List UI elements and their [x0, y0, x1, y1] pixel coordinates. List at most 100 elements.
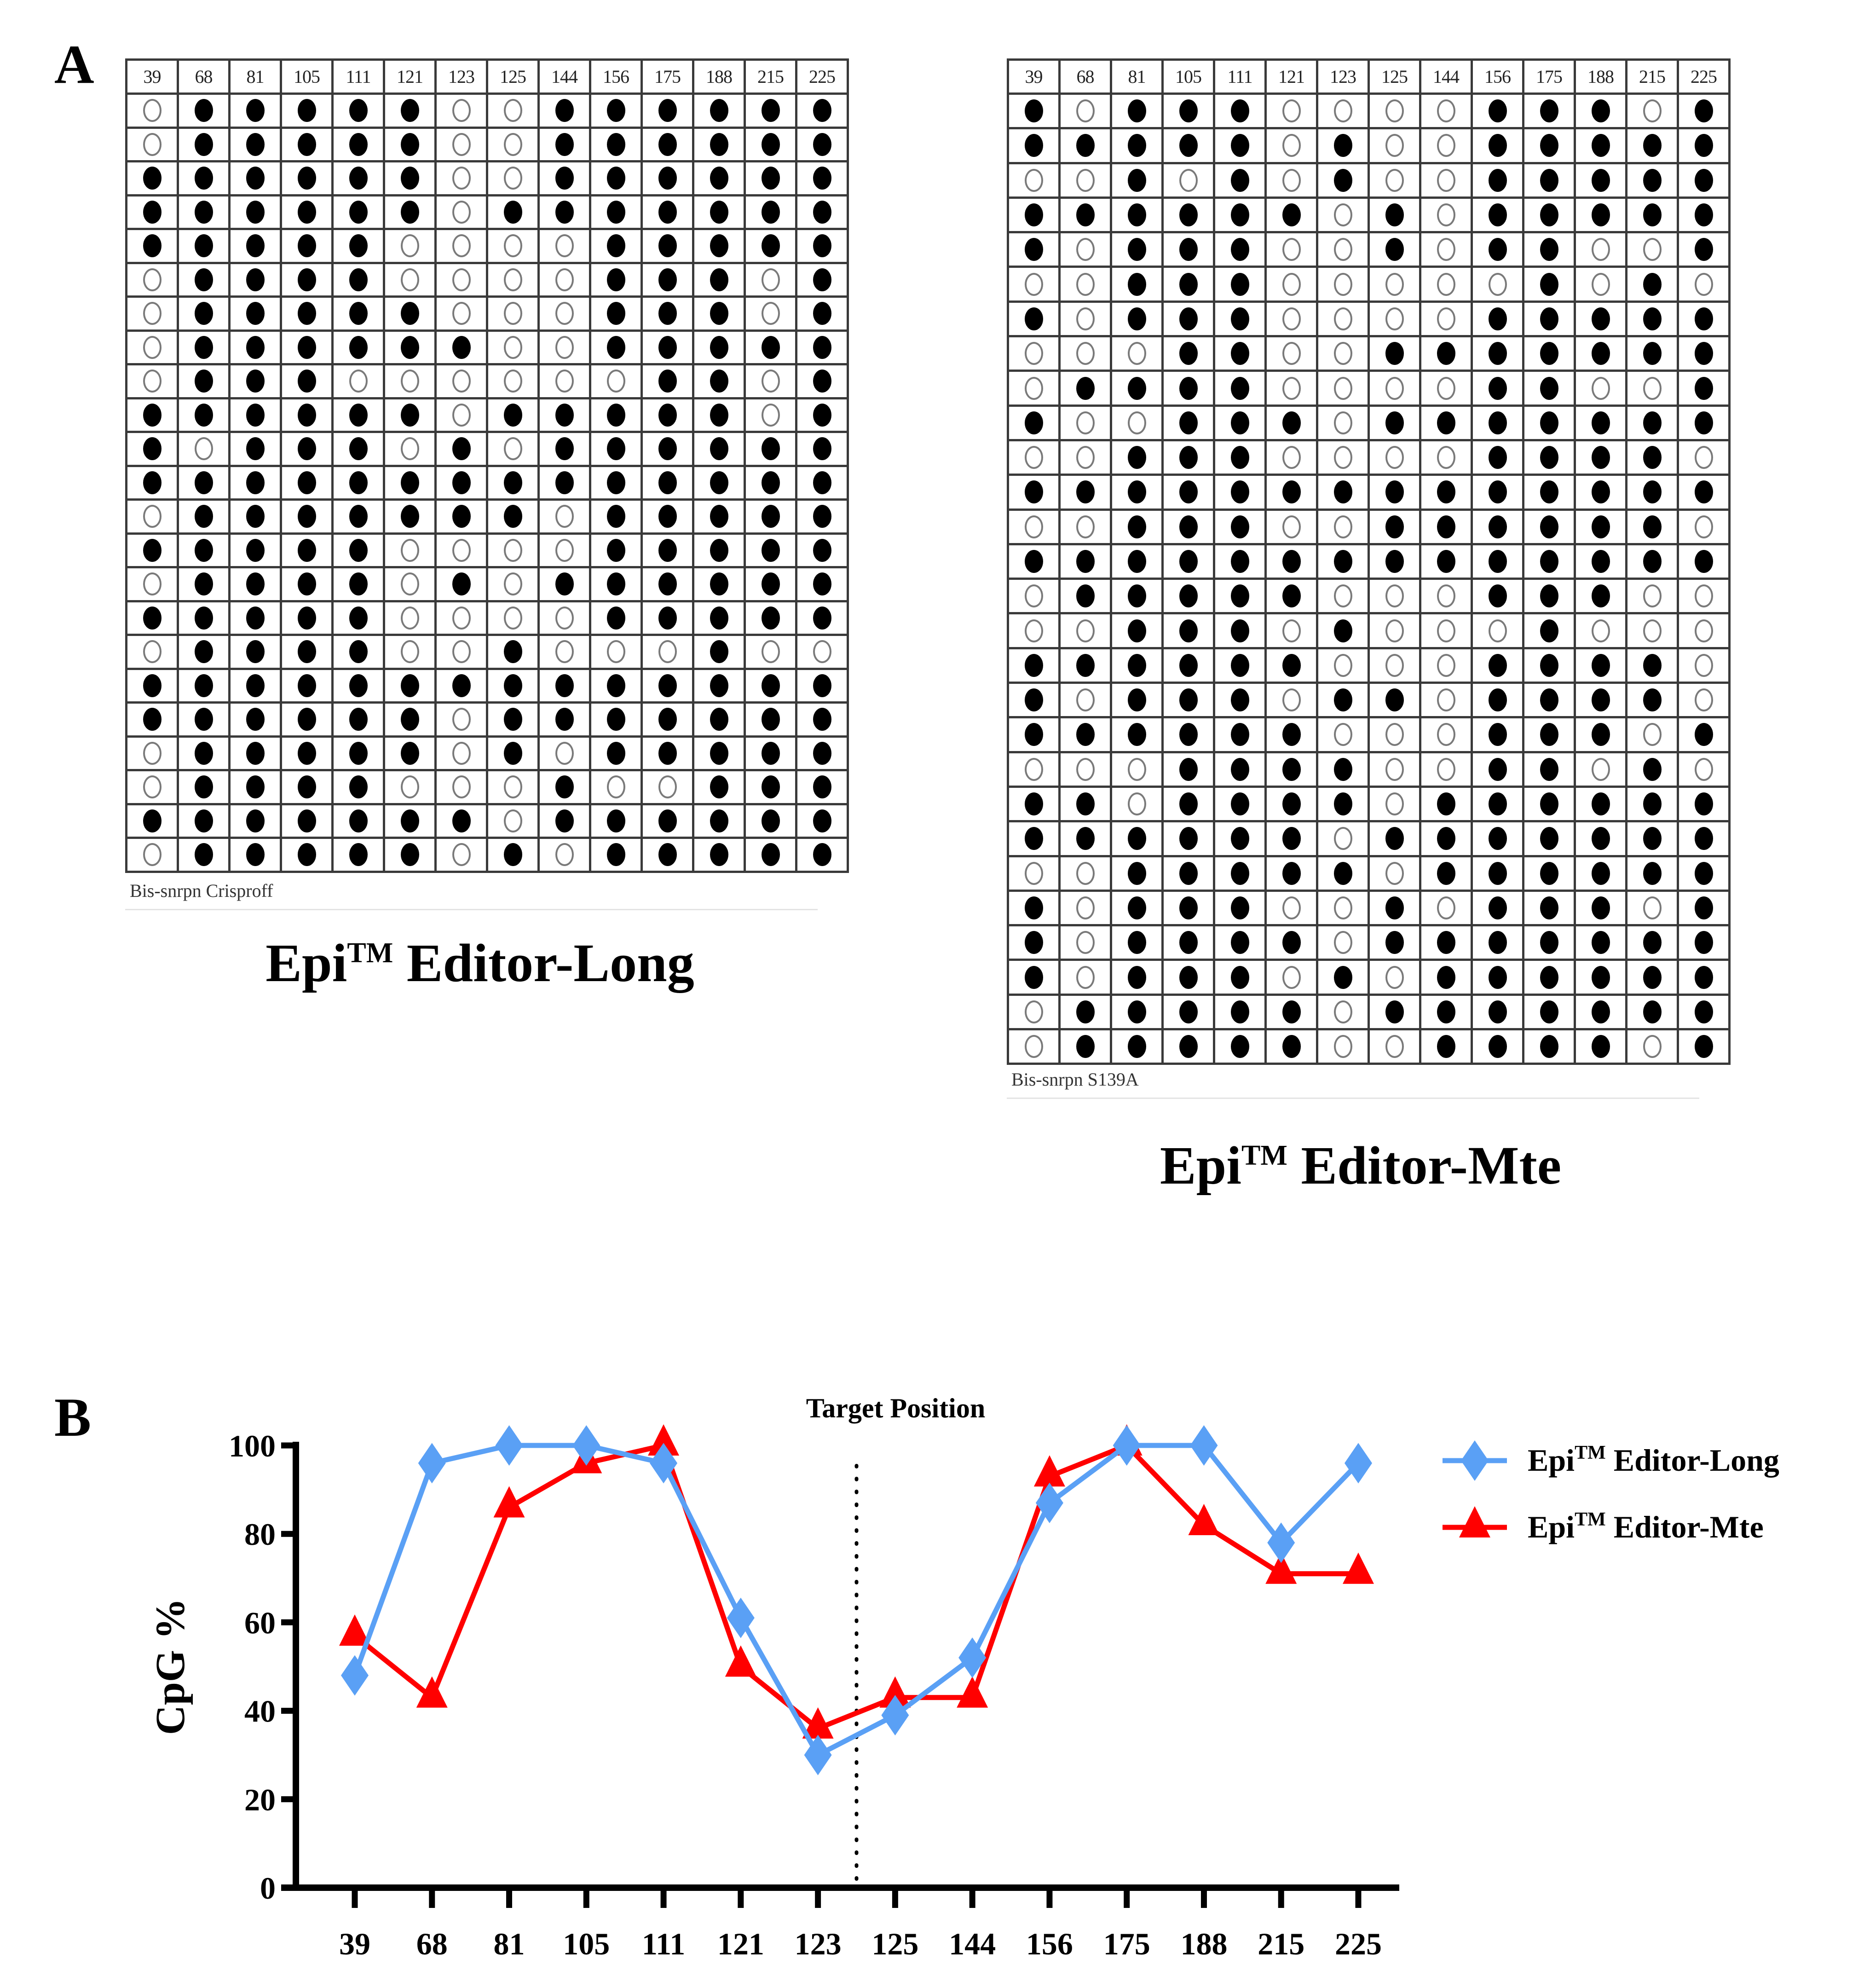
methylated-circle-icon — [1282, 550, 1301, 573]
clone-row — [125, 464, 849, 501]
methylated-circle-icon — [297, 335, 316, 359]
methylated-circle-icon — [761, 99, 780, 122]
unmethylated-circle-icon — [452, 775, 471, 799]
cpg-cell — [692, 566, 746, 602]
methylated-circle-icon — [1230, 965, 1249, 989]
methylated-circle-icon — [1694, 99, 1713, 123]
methylated-circle-icon — [400, 809, 419, 832]
cpg-cell — [125, 397, 179, 433]
cpg-cell — [1471, 439, 1524, 476]
cpg-position-header: 156 — [1471, 58, 1524, 95]
methylated-circle-icon — [1694, 411, 1713, 434]
cpg-cell — [1471, 889, 1524, 927]
cpg-cell — [641, 600, 694, 636]
cpg-cell — [1007, 785, 1061, 823]
cpg-cell — [1213, 889, 1267, 927]
clone-row — [1007, 612, 1731, 649]
cpg-cell — [1161, 162, 1215, 199]
methylated-circle-icon — [1643, 757, 1662, 781]
unmethylated-circle-icon — [1694, 584, 1713, 608]
unmethylated-circle-icon — [503, 809, 522, 832]
cpg-cell — [795, 397, 849, 433]
unmethylated-circle-icon — [1282, 896, 1301, 919]
cpg-cell — [177, 126, 231, 162]
methylated-circle-icon — [1076, 827, 1095, 850]
cpg-cell — [1368, 335, 1421, 372]
methylated-circle-icon — [1230, 688, 1249, 712]
methylated-circle-icon — [246, 133, 265, 156]
cpg-cell — [434, 803, 488, 839]
cpg-cell — [1058, 335, 1112, 372]
cpg-cell — [228, 634, 282, 670]
cpg-cell — [1161, 508, 1215, 545]
cpg-cell — [228, 769, 282, 805]
cpg-cell — [1264, 993, 1318, 1031]
methylation-table-mte: 39 68 81 105 111 121 123 125 144 156 175 188 215 225 — [1007, 58, 1731, 1065]
x-tick-label: 144 — [949, 1926, 996, 1961]
methylated-circle-icon — [761, 505, 780, 528]
cpg-cell — [1677, 508, 1731, 545]
cpg-cell — [537, 261, 591, 298]
unmethylated-circle-icon — [1024, 1035, 1043, 1058]
cpg-cell — [1161, 751, 1215, 788]
cpg-cell — [1316, 889, 1370, 927]
cpg-cell — [1110, 785, 1164, 823]
methylated-circle-icon — [658, 234, 677, 258]
clone-row — [125, 634, 849, 670]
cpg-cell — [486, 160, 540, 196]
methylated-circle-icon — [1282, 792, 1301, 816]
cpg-cell — [692, 532, 746, 568]
cpg-cell — [125, 295, 179, 332]
diamond-marker-icon — [1345, 1443, 1372, 1484]
cpg-cell — [692, 701, 746, 738]
cpg-cell — [795, 837, 849, 873]
unmethylated-circle-icon — [1024, 515, 1043, 538]
cpg-cell — [486, 261, 540, 298]
cpg-cell — [1007, 1028, 1061, 1065]
cpg-cell — [1522, 682, 1576, 719]
cpg-cell — [537, 532, 591, 568]
cpg-cell — [1161, 439, 1215, 476]
cpg-cell — [537, 735, 591, 771]
cpg-cell — [1625, 474, 1679, 511]
methylated-circle-icon — [761, 843, 780, 867]
methylated-circle-icon — [555, 437, 574, 461]
methylated-circle-icon — [246, 741, 265, 765]
methylated-circle-icon — [194, 741, 213, 765]
methylated-circle-icon — [1540, 342, 1558, 365]
cpg-cell — [1522, 785, 1576, 823]
cpg-cell — [1161, 682, 1215, 719]
methylated-circle-icon — [1076, 792, 1095, 816]
methylated-circle-icon — [1230, 342, 1249, 365]
methylated-circle-icon — [1179, 723, 1198, 746]
cpg-cell — [589, 126, 643, 162]
cpg-cell — [1368, 474, 1421, 511]
methylated-circle-icon — [1230, 99, 1249, 123]
methylated-circle-icon — [710, 268, 728, 291]
unmethylated-circle-icon — [503, 538, 522, 562]
methylated-circle-icon — [1488, 134, 1507, 157]
methylated-circle-icon — [813, 505, 831, 528]
cpg-cell — [228, 261, 282, 298]
cpg-cell — [1368, 266, 1421, 303]
series-diamond — [341, 1425, 1372, 1775]
methylated-circle-icon — [813, 471, 831, 494]
cpg-cell — [1213, 612, 1267, 649]
methylated-circle-icon — [606, 471, 625, 494]
unmethylated-circle-icon — [1643, 1035, 1662, 1058]
methylated-circle-icon — [246, 437, 265, 461]
methylated-circle-icon — [1488, 723, 1507, 746]
cpg-cell — [228, 126, 282, 162]
unmethylated-circle-icon — [1643, 99, 1662, 123]
methylated-circle-icon — [297, 572, 316, 596]
cpg-cell — [434, 160, 488, 196]
y-tick-label: 80 — [244, 1517, 276, 1552]
cpg-cell — [1110, 751, 1164, 788]
methylated-circle-icon — [813, 99, 831, 122]
cpg-cell — [537, 803, 591, 839]
methylated-circle-icon — [813, 302, 831, 325]
cpg-cell — [125, 194, 179, 230]
methylated-circle-icon — [1643, 550, 1662, 573]
clone-row — [1007, 959, 1731, 996]
cpg-cell — [1574, 993, 1627, 1031]
